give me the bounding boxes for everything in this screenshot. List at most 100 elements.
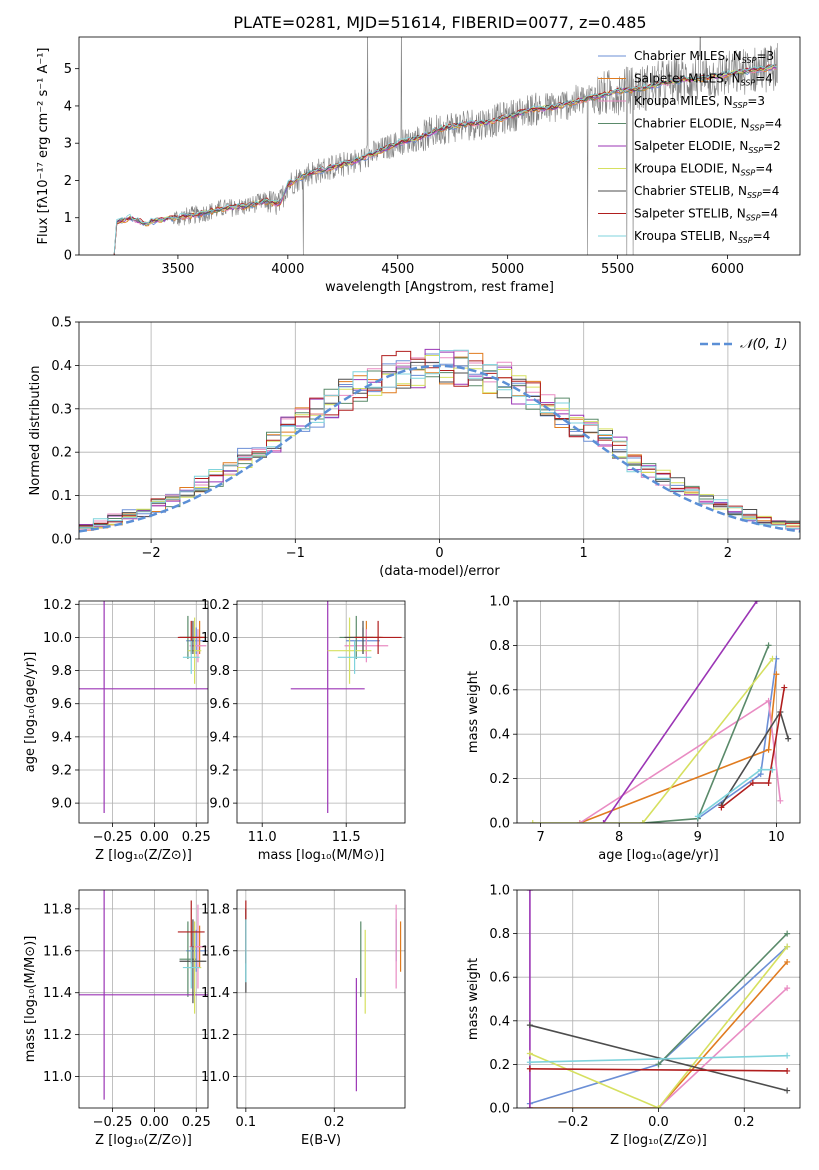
- panel-massweight-vs-Z: −0.2 0.0 0.2 0.0 0.2 0.4 0.6 0.8 1.0 Z [log₁₀(Z/Z…: [466, 884, 801, 1148]
- y-tick-label: 11.0: [201, 1070, 230, 1085]
- y-tick-label: 0.0: [489, 817, 510, 832]
- x-tick-label: 2: [724, 546, 732, 561]
- series-point: [526, 1065, 533, 1072]
- model-spectrum-kroupa-stelib: [113, 64, 777, 254]
- y-tick-label: 0.1: [51, 489, 72, 504]
- series-line: [532, 658, 774, 823]
- panel-age-vs-mass: 11.0 11.5 9.0 9.2 9.4 9.6 9.8 10.0 10.2 mass [log…: [201, 598, 406, 863]
- y-tick-label: 11.2: [43, 1028, 72, 1043]
- errorbar-kroupa-elodie: [327, 617, 372, 684]
- series-kroupa-stelib: [694, 766, 776, 820]
- x-tick-label: −0.2: [557, 1115, 589, 1130]
- plot-area-mass-vs-EBV: [237, 890, 405, 1108]
- y-tick-label: 0.8: [489, 639, 510, 654]
- legend-label-kroupa-elodie: Kroupa ELODIE, NSSP=4: [634, 162, 773, 178]
- y-tick-label: 2: [64, 174, 72, 189]
- series-point: [765, 780, 772, 787]
- series-point: [784, 958, 791, 965]
- y-tick-label: 0.6: [489, 683, 510, 698]
- errorbar-kroupa-stelib: [182, 946, 200, 989]
- y-tick-label: 0.5: [51, 316, 72, 331]
- series-line: [529, 1054, 788, 1063]
- panel-mass-vs-EBV: 0.1 0.2 11.0 11.2 11.4 11.6 11.8 E(B-V): [201, 889, 406, 1148]
- axes-frame: [78, 321, 801, 540]
- series-point: [777, 797, 784, 804]
- y-tick-label: 3: [64, 137, 72, 152]
- series-point: [655, 1105, 662, 1108]
- series-point: [781, 684, 788, 691]
- series-point: [785, 735, 792, 742]
- axes-frame: [236, 889, 406, 1109]
- errorbar-salpeter-elodie: [79, 601, 208, 814]
- series-point: [784, 1087, 791, 1094]
- y-tick-label: 9.0: [51, 797, 72, 812]
- y-tick-label: 11.2: [201, 1028, 230, 1043]
- figure-title: PLATE=0281, MJD=51614, FIBERID=0077, z=0…: [233, 13, 646, 32]
- series-point: [576, 820, 583, 823]
- errorbar-salpeter-elodie: [290, 601, 365, 814]
- series-point: [773, 671, 780, 678]
- y-tick-label: 10.0: [201, 631, 230, 646]
- x-tick-label: 4000: [271, 262, 304, 277]
- x-tick-label: 0.00: [140, 1115, 169, 1130]
- legend-label-salpeter-miles: Salpeter MILES, NSSP=4: [634, 72, 773, 88]
- series-point: [718, 804, 725, 811]
- legend-label-kroupa-miles: Kroupa MILES, NSSP=3: [634, 94, 765, 110]
- series-line: [529, 1024, 788, 1092]
- y-tick-label: 1: [64, 211, 72, 226]
- series-point: [529, 820, 536, 823]
- y-tick-label: 0.2: [51, 446, 72, 461]
- x-tick-label: 5500: [601, 262, 634, 277]
- series-line: [529, 1068, 788, 1072]
- y-tick-label: 9.4: [209, 730, 230, 745]
- x-axis-label: age [log₁₀(age/yr)]: [598, 848, 719, 863]
- errorbar-chabrier-stelib: [179, 919, 207, 1004]
- series-kroupa-stelib: [526, 1052, 791, 1066]
- legend-label-salpeter-stelib: Salpeter STELIB, NSSP=4: [634, 207, 778, 223]
- y-tick-label: 11.6: [43, 944, 72, 959]
- histogram-kroupa-stelib: [79, 349, 800, 529]
- errorbar-kroupa-stelib: [182, 640, 200, 674]
- errorbar-kroupa-elodie: [187, 617, 202, 684]
- legend-label-kroupa-stelib: Kroupa STELIB, NSSP=4: [634, 229, 770, 245]
- errorbar-chabrier-miles: [186, 627, 207, 655]
- series-salpeter-elodie: [600, 601, 760, 823]
- y-tick-label: 0: [64, 249, 72, 264]
- x-tick-label: −1: [286, 546, 305, 561]
- y-tick-label: 1.0: [489, 884, 510, 899]
- y-tick-label: 11.8: [43, 902, 72, 917]
- series-chabrier-stelib: [526, 1022, 791, 1094]
- data-spectrum: [113, 37, 778, 255]
- series-point: [757, 766, 764, 773]
- y-tick-label: 11.0: [43, 1070, 72, 1085]
- series-line: [579, 699, 782, 823]
- errorbar-chabrier-elodie: [179, 921, 197, 997]
- y-tick-label: 11.4: [201, 986, 230, 1001]
- x-tick-label: −0.25: [93, 1115, 133, 1130]
- series-point: [600, 820, 607, 823]
- legend-label-chabrier-miles: Chabrier MILES, NSSP=3: [634, 49, 774, 65]
- y-tick-label: 5: [64, 62, 72, 77]
- y-tick-label: 9.2: [51, 763, 72, 778]
- series-point: [526, 890, 533, 893]
- y-tick-label: 4: [64, 99, 72, 114]
- series-kroupa-elodie: [529, 655, 776, 823]
- x-tick-label: 0.00: [140, 830, 169, 845]
- y-tick-label: 0.0: [51, 533, 72, 548]
- panel-massweight-vs-age: 7 8 9 10 0.0 0.2 0.4 0.6 0.8 1.0 age [log₁₀(age/yr…: [466, 595, 801, 863]
- series-point: [769, 766, 776, 773]
- y-tick-label: 0.4: [51, 359, 72, 374]
- y-axis-label: Flux [fλ10⁻¹⁷ erg cm⁻² s⁻¹ A⁻¹]: [36, 48, 51, 245]
- normal-curve: [79, 364, 800, 533]
- series-point: [765, 746, 772, 753]
- errorbar-kroupa-stelib: [337, 640, 372, 674]
- x-tick-label: 0.2: [734, 1115, 755, 1130]
- plot-area-spectrum: [113, 37, 778, 255]
- series-point: [784, 1067, 791, 1074]
- series-salpeter-stelib: [526, 1065, 791, 1074]
- y-tick-label: 0.3: [51, 402, 72, 417]
- series-kroupa-elodie: [526, 943, 791, 1108]
- y-axis-label: mass weight: [466, 671, 481, 753]
- series-salpeter-stelib: [718, 684, 788, 811]
- y-tick-label: 9.6: [209, 697, 230, 712]
